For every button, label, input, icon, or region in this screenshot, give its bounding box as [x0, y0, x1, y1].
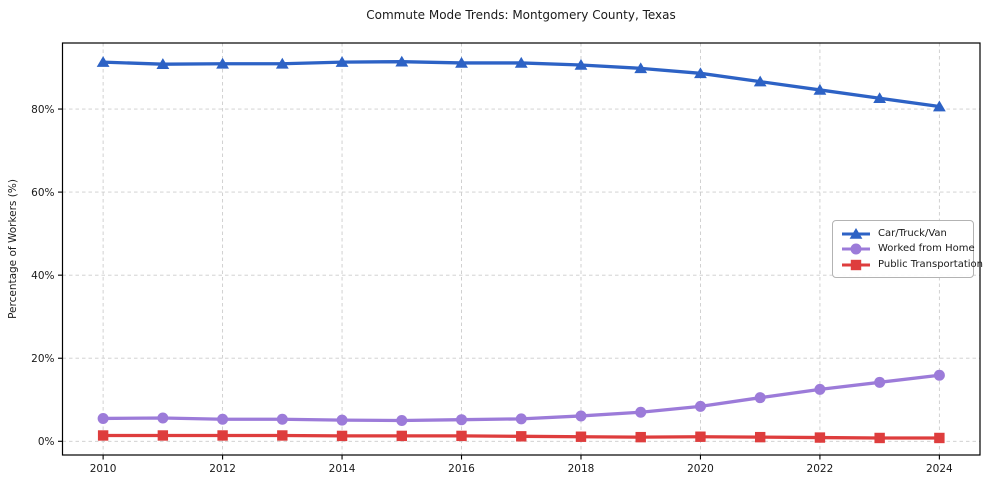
- data-point-public-transportation: [396, 430, 407, 442]
- data-point-public-transportation: [695, 431, 706, 442]
- x-tick-label: 2020: [687, 463, 714, 475]
- gridlines: [62, 43, 980, 455]
- plot-frame: [61, 42, 981, 456]
- legend-item-worked-from-home: Worked from Home: [840, 243, 975, 255]
- series-public-transportation: [97, 430, 945, 444]
- data-point-public-transportation: [157, 430, 169, 441]
- x-tick-label: 2024: [926, 463, 953, 475]
- ticks: [58, 108, 940, 460]
- legend-label-worked-from-home: Worked from Home: [878, 243, 975, 254]
- data-point-worked-from-home: [515, 413, 527, 425]
- legend-marker: [850, 259, 862, 270]
- data-point-car-truck-van: [96, 56, 110, 67]
- data-point-car-truck-van: [813, 83, 827, 95]
- worked-from-home-line-marker-icon: [842, 243, 870, 255]
- y-tick-label: 80%: [31, 104, 54, 116]
- data-point-worked-from-home: [694, 400, 706, 412]
- data-point-car-truck-van: [634, 62, 648, 74]
- data-point-car-truck-van: [156, 58, 170, 69]
- public-transportation-line-marker-icon: [842, 259, 870, 270]
- y-tick-label: 0%: [38, 436, 55, 448]
- car-truck-van-line-marker-icon: [842, 227, 870, 239]
- series-car-truck-van: [96, 55, 946, 112]
- data-point-car-truck-van: [395, 55, 409, 67]
- data-point-car-truck-van: [873, 92, 887, 104]
- data-point-public-transportation: [754, 431, 766, 443]
- y-tick-label: 20%: [31, 353, 54, 365]
- data-point-worked-from-home: [157, 412, 169, 424]
- data-point-car-truck-van: [275, 57, 289, 69]
- y-tick-label: 40%: [31, 270, 54, 282]
- legend-marker: [850, 243, 862, 255]
- data-point-public-transportation: [635, 431, 646, 443]
- data-point-public-transportation: [814, 432, 826, 443]
- data-point-worked-from-home: [874, 376, 886, 388]
- x-tick-label: 2022: [807, 463, 834, 475]
- data-point-worked-from-home: [575, 410, 587, 422]
- chart-title: Commute Mode Trends: Montgomery County, …: [366, 8, 676, 22]
- data-point-car-truck-van: [932, 100, 946, 112]
- data-point-car-truck-van: [455, 56, 468, 68]
- x-tick-label: 2014: [329, 463, 356, 475]
- data-point-public-transportation: [277, 430, 288, 441]
- data-point-worked-from-home: [276, 413, 288, 425]
- data-point-public-transportation: [516, 431, 527, 442]
- series-worked-from-home: [97, 369, 945, 427]
- x-tick-label: 2018: [568, 463, 595, 475]
- data-point-worked-from-home: [754, 392, 766, 404]
- y-tick-label: 60%: [31, 187, 54, 199]
- data-point-worked-from-home: [933, 369, 945, 381]
- data-point-public-transportation: [217, 430, 228, 441]
- data-point-public-transportation: [97, 430, 109, 441]
- x-tick-label: 2016: [448, 463, 475, 475]
- data-point-car-truck-van: [694, 67, 707, 79]
- data-point-worked-from-home: [97, 412, 109, 424]
- legend-item-car-truck-van: Car/Truck/Van: [840, 227, 969, 240]
- legend-item-public-transportation: Public Transportation: [840, 259, 983, 271]
- data-point-worked-from-home: [456, 414, 468, 426]
- data-point-worked-from-home: [814, 383, 826, 395]
- data-point-worked-from-home: [396, 415, 408, 427]
- x-tick-label: 2012: [209, 463, 236, 475]
- data-point-worked-from-home: [336, 414, 348, 426]
- data-point-public-transportation: [575, 431, 587, 442]
- data-point-car-truck-van: [514, 56, 528, 68]
- legend-label-car-truck-van: Car/Truck/Van: [878, 227, 947, 239]
- legend: Car/Truck/Van Worked from Home Public Tr…: [832, 220, 983, 278]
- data-point-car-truck-van: [216, 57, 229, 69]
- x-tick-label: 2010: [90, 463, 117, 475]
- data-point-public-transportation: [874, 432, 885, 444]
- tick-labels: 2010 2012 2014 2016 2018 2020 2022 2024 0% 20% 40%…: [31, 104, 953, 475]
- legend-label-public-transportation: Public Transportation: [878, 258, 983, 270]
- data-point-public-transportation: [456, 430, 467, 442]
- data-point-car-truck-van: [574, 59, 588, 70]
- data-point-car-truck-van: [335, 56, 349, 67]
- data-point-public-transportation: [934, 432, 945, 444]
- legend-marker: [849, 227, 863, 239]
- data-point-public-transportation: [336, 430, 348, 442]
- data-point-car-truck-van: [753, 75, 767, 87]
- data-point-worked-from-home: [217, 413, 229, 425]
- data-point-worked-from-home: [635, 406, 647, 418]
